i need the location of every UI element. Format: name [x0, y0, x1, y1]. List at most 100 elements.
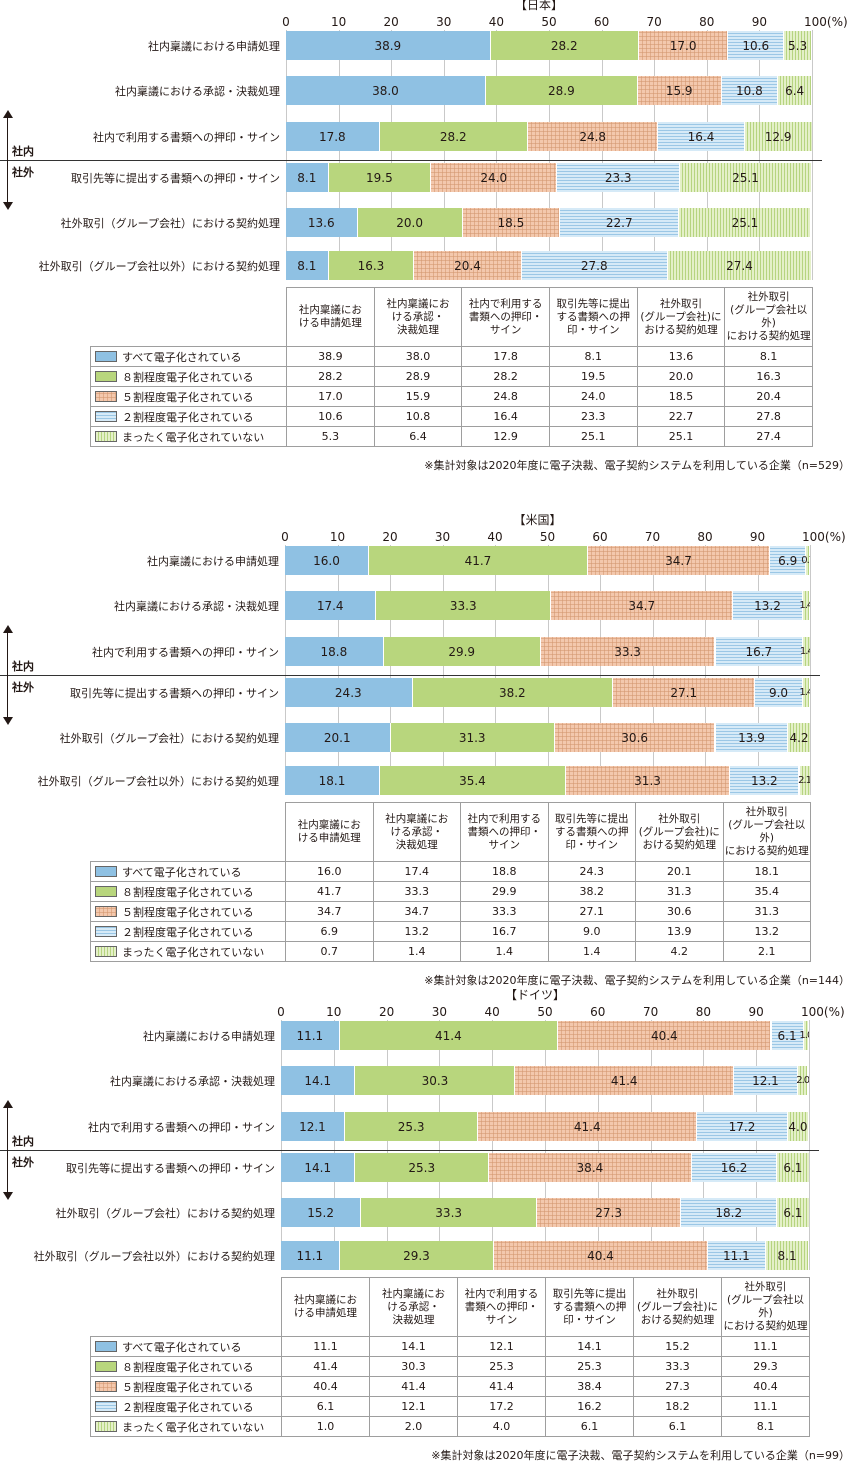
table-cell: 25.3 — [545, 1356, 634, 1377]
table-cell: 12.9 — [461, 426, 550, 447]
legend-cell: ２割程度電子化されている — [90, 1396, 282, 1417]
bar-segment: 16.7 — [715, 637, 804, 666]
chart-title: 【ドイツ】 — [504, 988, 565, 1002]
table-row: ５割程度電子化されている 17.0 15.9 24.8 24.0 18.5 20.4 — [90, 386, 813, 407]
table-column-header: 社内稟議にお ける承認・ 決裁処理 — [372, 802, 461, 862]
bar-segment: 12.1 — [281, 1112, 345, 1141]
table-cell: 14.1 — [545, 1336, 634, 1357]
table-cell: 4.2 — [635, 941, 724, 962]
bar-segment: 13.2 — [733, 591, 803, 620]
chart-panel: 【米国】 0 10 20 30 40 50 60 70 80 90 100(%) 社内 社外 社内稟議におけ… — [0, 513, 860, 995]
bar-segment: 41.4 — [339, 1021, 559, 1050]
bar-segment: 38.2 — [412, 678, 614, 707]
gridline — [809, 1020, 810, 1270]
gridline — [285, 545, 286, 795]
table-row: すべて電子化されている 11.1 14.1 12.1 14.1 15.2 11.1 — [90, 1336, 810, 1357]
gridline — [333, 1020, 335, 1270]
x-tick-label: 40 — [487, 530, 503, 544]
table-row: まったく電子化されていない 0.7 1.4 1.4 1.4 4.2 2.1 — [90, 941, 811, 962]
arrow-up-icon — [3, 1100, 13, 1108]
bar-segment: 14.1 — [281, 1153, 356, 1182]
x-tick-label: 70 — [642, 1005, 659, 1019]
gridline — [281, 1020, 282, 1270]
bar-segment: 20.1 — [285, 723, 391, 752]
bar-segment: 10.6 — [728, 31, 785, 60]
bar-segment: 18.1 — [285, 766, 381, 795]
table-cell: 6.1 — [545, 1416, 634, 1437]
row-label: 社内で利用する書類への押印・サイン — [93, 131, 280, 144]
bar-segment: 28.2 — [379, 122, 528, 151]
legend-label: ２割程度電子化されている — [122, 410, 254, 424]
table-cell: 33.3 — [372, 881, 461, 902]
x-tick-label: 90 — [749, 530, 766, 544]
gridline — [652, 545, 654, 795]
table-column-header: 社内稟議にお ける申請処理 — [286, 287, 375, 347]
table-cell: 9.0 — [547, 921, 636, 942]
stacked-bar: 18.829.933.316.71.4 — [285, 637, 810, 666]
gridline — [492, 1020, 494, 1270]
table-cell: 18.5 — [636, 386, 726, 407]
table-cell: 15.2 — [633, 1336, 722, 1357]
inside-outside-divider — [0, 1150, 819, 1151]
arrow-up-icon — [3, 625, 13, 633]
table-row: ２割程度電子化されている 6.9 13.2 16.7 9.0 13.9 13.2 — [90, 921, 811, 942]
x-tick-label: 70 — [644, 530, 661, 544]
table-cell: 20.1 — [635, 861, 724, 882]
table-cell: 28.9 — [373, 366, 463, 387]
bar-segment: 1.4 — [799, 678, 810, 707]
table-cell: 27.8 — [724, 406, 813, 427]
bar-segment: 19.5 — [328, 163, 432, 192]
table-cell: 20.4 — [724, 386, 813, 407]
legend-cell: まったく電子化されていない — [90, 941, 286, 962]
row-label: 社外取引（グループ会社）における契約処理 — [60, 217, 280, 230]
gridline — [496, 30, 498, 280]
table-cell: 30.6 — [635, 901, 724, 922]
bar-segment: 23.3 — [557, 163, 680, 192]
table-cell: 17.4 — [372, 861, 461, 882]
bar-segment: 27.8 — [521, 251, 668, 280]
sample-note: ※集計対象は2020年度に電子決裁、電子契約システムを利用している企業（n=99… — [431, 1449, 850, 1462]
chart-panel: 【日本】 0 10 20 30 40 50 60 70 80 90 100(%) 社内 社外 社内稟議におけ… — [0, 0, 860, 480]
table-cell: 33.3 — [460, 901, 549, 922]
legend-cell: すべて電子化されている — [90, 861, 286, 882]
inside-outside-divider — [0, 675, 820, 676]
legend-cell: すべて電子化されている — [90, 1336, 282, 1357]
gridline — [597, 1020, 599, 1270]
table-cell: 4.0 — [457, 1416, 546, 1437]
chart-panel: 【ドイツ】 0 10 20 30 40 50 60 70 80 90 100(%) 社内 社外 社内稟議にお… — [0, 988, 860, 1470]
table-cell: 18.1 — [722, 861, 811, 882]
bar-segment: 8.1 — [286, 251, 329, 280]
table-row: ２割程度電子化されている 10.6 10.8 16.4 23.3 22.7 27.8 — [90, 406, 813, 427]
bar-segment: 17.0 — [638, 31, 729, 60]
table-cell: 34.7 — [285, 901, 374, 922]
table-column-header: 社内で利用する 書類への押印・ サイン — [461, 287, 550, 347]
outside-label: 社外 — [12, 166, 34, 179]
stacked-bar: 11.1 29.3 40.4 11.1 8.1 — [281, 1241, 809, 1270]
bar-segment: 6.1 — [777, 1153, 809, 1182]
bar-segment: 18.5 — [462, 208, 561, 237]
bar-segment: 30.3 — [355, 1066, 516, 1095]
table-cell: 17.0 — [286, 386, 375, 407]
x-tick-label: 60 — [592, 530, 608, 544]
x-tick-label: 30 — [431, 1005, 448, 1019]
bar-segment: 13.2 — [730, 766, 800, 795]
bar-segment: 25.3 — [355, 1153, 490, 1182]
bar-segment: 27.3 — [537, 1198, 682, 1227]
arrow-down-icon — [3, 202, 13, 210]
stacked-bar: 15.2 33.3 27.3 18.2 6.1 — [281, 1198, 809, 1227]
legend-swatch — [95, 1340, 117, 1352]
x-tick-label: 0 — [277, 1005, 285, 1019]
table-cell: 17.8 — [461, 346, 550, 367]
table-header-row: 社内稟議にお ける申請処理 社内稟議にお ける承認・ 決裁処理 社内で利用する 書類… — [91, 287, 813, 347]
gridline — [705, 545, 706, 795]
table-cell: 10.8 — [373, 406, 463, 427]
gridline — [443, 30, 445, 280]
table-row: まったく電子化されていない 5.3 6.4 12.9 25.1 25.1 27.4 — [90, 426, 813, 447]
bar-segment: 16.0 — [285, 546, 369, 575]
table-cell: 13.6 — [636, 346, 726, 367]
table-cell: 28.2 — [286, 366, 375, 387]
gridline — [812, 30, 813, 280]
stacked-bar: 14.1 30.3 41.4 12.1 2.0 — [281, 1066, 809, 1095]
table-cell: 22.7 — [636, 406, 726, 427]
legend-label: ５割程度電子化されている — [122, 390, 254, 404]
